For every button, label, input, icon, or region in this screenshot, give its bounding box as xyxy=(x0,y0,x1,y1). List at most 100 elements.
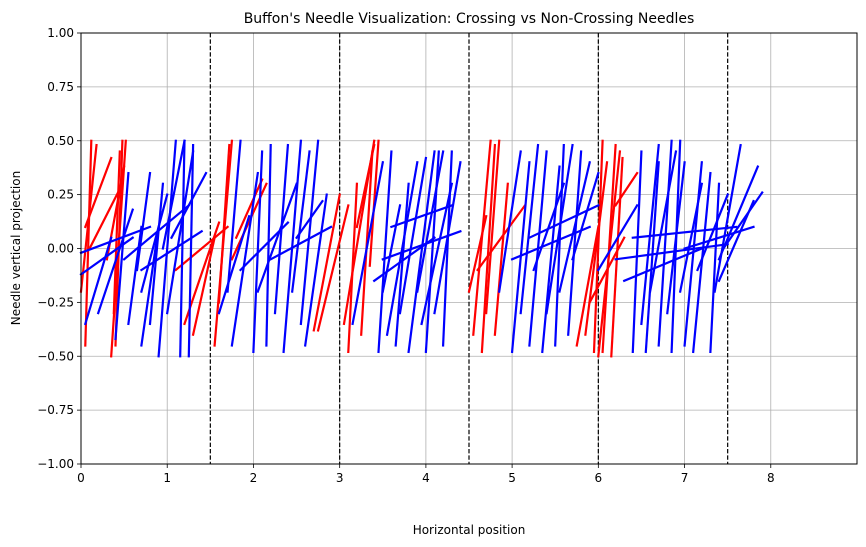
needle-line xyxy=(485,139,501,315)
x-tick-label: 1 xyxy=(163,471,171,485)
needle-line xyxy=(519,143,540,315)
needle-line xyxy=(179,139,186,358)
needle-line xyxy=(640,143,660,326)
needle-line xyxy=(269,225,333,261)
needle-line xyxy=(567,150,583,336)
needle-line xyxy=(717,199,755,283)
needle-line xyxy=(670,139,682,354)
needle-line xyxy=(644,161,660,354)
x-tick-label: 4 xyxy=(422,471,430,485)
x-tick-label: 6 xyxy=(595,471,603,485)
needle-line xyxy=(273,143,290,315)
needle-line xyxy=(596,203,639,272)
needle-line xyxy=(299,139,320,326)
needle-line xyxy=(139,229,204,272)
needle-line xyxy=(441,150,453,347)
needle-line xyxy=(191,236,216,337)
needle-line xyxy=(571,171,600,261)
y-tick-label: 0.50 xyxy=(47,134,74,148)
needle-line xyxy=(398,156,428,315)
needle-line xyxy=(122,203,191,261)
needle-line xyxy=(416,150,445,293)
needle-line xyxy=(588,236,626,304)
needle-line xyxy=(282,139,303,354)
needle-line xyxy=(112,150,121,315)
needle-line xyxy=(683,225,755,250)
needle-line xyxy=(83,156,113,229)
y-tick-label: 0.25 xyxy=(47,188,74,202)
needle-line xyxy=(601,143,617,354)
y-axis-label: Needle vertical projection xyxy=(9,171,23,325)
needle-line xyxy=(217,214,251,315)
needle-line xyxy=(407,150,436,354)
needles xyxy=(79,139,764,358)
needle-line xyxy=(347,182,359,354)
needle-line xyxy=(558,160,592,293)
x-axis-label: Horizontal position xyxy=(413,523,526,537)
needle-line xyxy=(161,139,186,250)
needle-line xyxy=(614,242,729,261)
needle-line xyxy=(256,182,299,294)
y-tick-label: −0.75 xyxy=(37,403,74,417)
needle-line xyxy=(148,182,165,326)
needle-line xyxy=(295,199,324,240)
needle-line xyxy=(631,150,643,354)
needle-line xyxy=(614,171,639,207)
needle-line xyxy=(140,225,160,347)
needle-line xyxy=(226,139,242,293)
needle-line xyxy=(174,225,230,272)
needle-line xyxy=(622,247,704,283)
needle-line xyxy=(575,225,600,347)
needle-line xyxy=(303,193,328,347)
needle-line xyxy=(114,171,130,341)
needle-line xyxy=(584,161,609,336)
needle-line xyxy=(480,143,497,354)
needle-line xyxy=(683,161,703,347)
needle-line xyxy=(377,150,393,354)
y-tick-label: −1.00 xyxy=(37,457,74,471)
x-tick-label: 0 xyxy=(77,471,85,485)
needle-line xyxy=(88,182,124,250)
needle-line xyxy=(713,143,742,293)
needle-line xyxy=(351,161,385,326)
needle-line xyxy=(467,214,488,293)
needle-line xyxy=(389,203,454,229)
needle-line xyxy=(165,150,195,315)
needle-line xyxy=(631,225,738,239)
needle-line xyxy=(610,156,624,358)
chart-title: Buffon's Needle Visualization: Crossing … xyxy=(244,11,695,27)
needle-line xyxy=(234,178,264,240)
needle-line xyxy=(709,182,721,354)
needle-line xyxy=(381,229,462,261)
needle-line xyxy=(541,165,561,354)
x-tick-label: 7 xyxy=(681,471,689,485)
x-tick-label: 8 xyxy=(767,471,775,485)
needle-line xyxy=(265,143,272,347)
needle-line xyxy=(721,190,764,251)
needle-line xyxy=(316,204,350,332)
needle-line xyxy=(493,182,509,336)
needle-line xyxy=(385,161,419,336)
x-tick-label: 2 xyxy=(250,471,258,485)
needle-line xyxy=(135,171,152,272)
needle-line xyxy=(157,139,177,358)
needle-line xyxy=(532,182,566,272)
needle-line xyxy=(394,182,410,347)
needle-line xyxy=(355,143,376,229)
needle-line xyxy=(527,203,600,240)
y-tick-label: 1.00 xyxy=(47,26,74,40)
needle-line xyxy=(127,225,143,326)
y-tick-label: 0.00 xyxy=(47,242,74,256)
y-tick-label: −0.25 xyxy=(37,295,74,309)
needle-line xyxy=(510,225,592,261)
needle-line xyxy=(554,143,565,347)
needle-line xyxy=(696,193,730,272)
needle-line xyxy=(96,208,135,315)
needle-line xyxy=(83,236,113,326)
needle-line xyxy=(252,150,264,354)
needle-line xyxy=(84,139,93,347)
needle-line xyxy=(312,193,341,332)
x-tick-label: 5 xyxy=(508,471,516,485)
needle-line xyxy=(140,193,169,293)
